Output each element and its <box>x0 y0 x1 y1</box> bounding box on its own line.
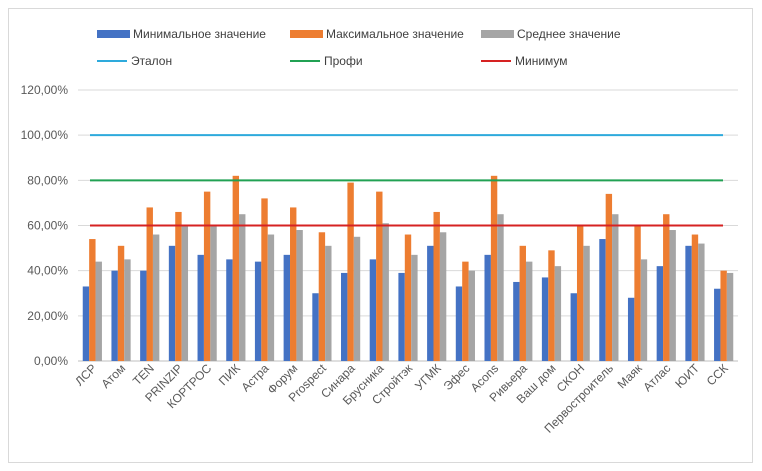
legend-entry: Эталон <box>131 54 172 68</box>
bar-max <box>548 250 555 361</box>
bar-min <box>455 286 463 361</box>
bar-min <box>168 245 176 361</box>
bar-avg <box>95 261 102 361</box>
x-tick-label: Эфес <box>441 361 473 393</box>
bar-avg <box>267 234 275 361</box>
bar-max <box>519 245 526 361</box>
bar-max <box>261 198 268 361</box>
legend-swatch <box>290 30 323 38</box>
bar-avg <box>411 254 418 361</box>
reference-lines <box>90 134 723 227</box>
bar-max <box>347 182 354 361</box>
bar-min <box>541 277 549 361</box>
y-tick-label: 80,00% <box>27 173 68 187</box>
bar-avg <box>152 234 160 361</box>
y-axis-ticks: 0,00% 20,00% 40,00% 60,00% 80,00% 100,00% 120,… <box>21 83 69 368</box>
bar-max <box>318 232 326 361</box>
legend-swatch <box>481 30 514 38</box>
bars <box>82 175 734 361</box>
bar-avg <box>525 261 533 361</box>
x-tick-label: Маяк <box>615 361 646 392</box>
legend: Минимальное значение Максимальное значени… <box>97 27 621 68</box>
bar-min <box>312 293 319 361</box>
bar-min <box>714 288 721 361</box>
bar-max <box>691 234 699 361</box>
legend-entry: Минимум <box>515 54 568 68</box>
bar-max <box>376 191 383 361</box>
bar-avg <box>726 272 734 361</box>
y-tick-label: 20,00% <box>27 309 68 323</box>
bar-max <box>634 225 641 361</box>
bar-avg <box>554 266 562 361</box>
y-tick-label: 100,00% <box>21 128 69 142</box>
bar-min <box>369 259 377 361</box>
bar-avg <box>497 214 504 361</box>
bar-avg <box>640 259 648 361</box>
bar-avg <box>325 245 332 361</box>
legend-entry: Профи <box>324 54 363 68</box>
bar-avg <box>439 232 447 361</box>
bar-max <box>290 207 297 361</box>
bar-max <box>232 175 240 361</box>
bar-min <box>254 261 262 361</box>
bar-min <box>427 245 434 361</box>
bar-avg <box>669 230 676 361</box>
bar-max <box>146 207 153 361</box>
bar-avg <box>181 225 189 361</box>
bar-max <box>175 211 182 361</box>
bar-avg <box>296 230 303 361</box>
bar-min <box>226 259 233 361</box>
bar-max <box>576 225 584 361</box>
bar-min <box>685 245 692 361</box>
legend-swatch <box>97 30 130 38</box>
bar-avg <box>612 214 619 361</box>
bar-max <box>89 239 96 361</box>
bar-avg <box>583 245 590 361</box>
bar-min <box>570 293 577 361</box>
bar-min <box>398 272 405 361</box>
legend-entry: Минимальное значение <box>133 27 266 41</box>
bar-max <box>433 211 440 361</box>
legend-entry: Среднее значение <box>517 27 621 41</box>
bar-min <box>283 254 291 361</box>
bar-min <box>656 266 664 361</box>
x-tick-label: УГМК <box>412 361 444 393</box>
bar-max <box>663 214 670 361</box>
legend-entry: Максимальное значение <box>326 27 464 41</box>
bar-max <box>117 245 125 361</box>
bar-min <box>140 270 147 361</box>
y-tick-label: 120,00% <box>21 83 69 97</box>
y-tick-label: 0,00% <box>34 354 68 368</box>
bar-avg <box>353 236 361 361</box>
bar-min <box>111 270 118 361</box>
bar-max <box>720 270 727 361</box>
bar-max <box>203 191 211 361</box>
bar-min <box>197 254 204 361</box>
x-tick-label: Атом <box>98 361 128 391</box>
bar-min <box>627 297 635 361</box>
x-tick-label: ЮИТ <box>672 361 702 391</box>
x-tick-label: ЛСР <box>72 361 99 388</box>
bar-max <box>462 261 469 361</box>
bar-min <box>82 286 90 361</box>
bar-avg <box>382 223 389 361</box>
y-tick-label: 40,00% <box>27 264 68 278</box>
bar-max <box>404 234 412 361</box>
bar-avg <box>124 259 131 361</box>
x-tick-label: Атлас <box>640 361 673 394</box>
bar-min <box>341 272 348 361</box>
bar-max <box>605 193 613 361</box>
bar-min <box>513 281 520 361</box>
bar-avg <box>698 243 705 361</box>
y-tick-label: 60,00% <box>27 219 68 233</box>
bar-min <box>484 254 491 361</box>
bar-max <box>490 175 498 361</box>
bar-min <box>599 239 606 361</box>
bar-avg <box>468 270 475 361</box>
x-tick-label: ССК <box>704 361 731 388</box>
bar-avg <box>210 225 217 361</box>
bar-avg <box>239 214 246 361</box>
